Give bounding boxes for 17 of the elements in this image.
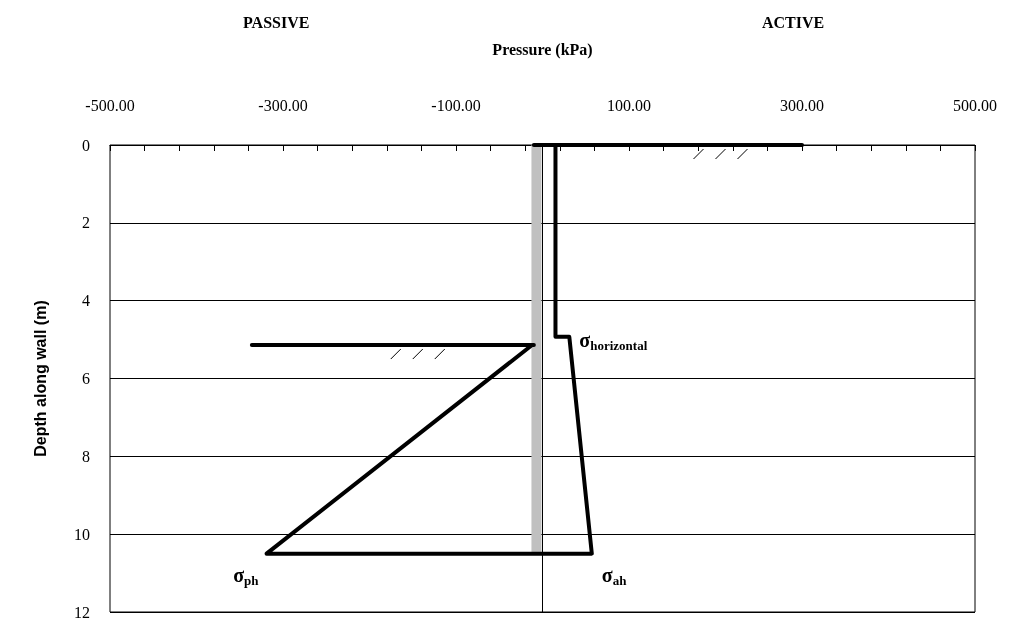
- x-tick-label: 100.00: [607, 96, 651, 114]
- x-tick-label: 300.00: [780, 96, 824, 114]
- y-tick-label: 0: [82, 136, 90, 154]
- y-tick-label: 10: [74, 525, 90, 543]
- x-tick-label: -500.00: [85, 96, 135, 114]
- y-tick-label: 12: [74, 603, 90, 621]
- x-tick-label: -300.00: [258, 96, 308, 114]
- y-axis-title: Depth along wall (m): [31, 300, 49, 457]
- x-tick-label: -100.00: [431, 96, 481, 114]
- y-tick-label: 2: [82, 214, 90, 232]
- y-tick-label: 8: [82, 447, 90, 465]
- x-axis-title: Pressure (kPa): [492, 40, 593, 59]
- x-tick-label: 500.00: [953, 96, 997, 114]
- text: PASSIVE: [243, 13, 310, 31]
- y-tick-label: 6: [82, 370, 90, 387]
- text: ACTIVE: [762, 13, 825, 31]
- y-tick-label: 4: [82, 292, 90, 310]
